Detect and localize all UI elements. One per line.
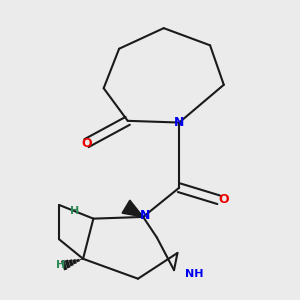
Text: O: O xyxy=(218,193,229,206)
Text: H: H xyxy=(56,260,65,270)
Text: O: O xyxy=(81,136,92,150)
Text: NH: NH xyxy=(185,268,204,279)
Text: H: H xyxy=(70,206,79,216)
Text: N: N xyxy=(174,116,184,129)
Text: N: N xyxy=(140,209,150,222)
Polygon shape xyxy=(122,200,143,217)
